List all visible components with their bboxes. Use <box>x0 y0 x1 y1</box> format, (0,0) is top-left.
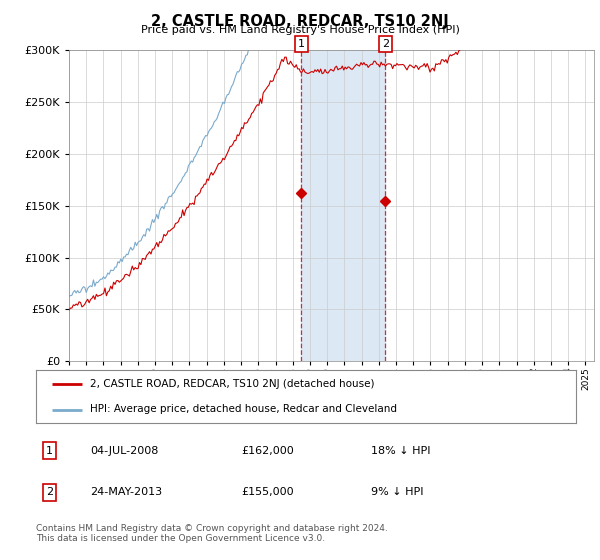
Text: 24-MAY-2013: 24-MAY-2013 <box>90 487 162 497</box>
Text: HPI: Average price, detached house, Redcar and Cleveland: HPI: Average price, detached house, Redc… <box>90 404 397 414</box>
Text: £155,000: £155,000 <box>241 487 294 497</box>
Text: Price paid vs. HM Land Registry's House Price Index (HPI): Price paid vs. HM Land Registry's House … <box>140 25 460 35</box>
Text: 18% ↓ HPI: 18% ↓ HPI <box>371 446 430 456</box>
Text: 1: 1 <box>298 39 305 49</box>
Text: £162,000: £162,000 <box>241 446 294 456</box>
Text: Contains HM Land Registry data © Crown copyright and database right 2024.
This d: Contains HM Land Registry data © Crown c… <box>36 524 388 543</box>
Text: 2: 2 <box>382 39 389 49</box>
Text: 2, CASTLE ROAD, REDCAR, TS10 2NJ (detached house): 2, CASTLE ROAD, REDCAR, TS10 2NJ (detach… <box>90 380 374 390</box>
Bar <box>301 50 385 361</box>
Text: 04-JUL-2008: 04-JUL-2008 <box>90 446 158 456</box>
Text: 2: 2 <box>46 487 53 497</box>
Text: 1: 1 <box>46 446 53 456</box>
Text: 2, CASTLE ROAD, REDCAR, TS10 2NJ: 2, CASTLE ROAD, REDCAR, TS10 2NJ <box>151 14 449 29</box>
Text: 9% ↓ HPI: 9% ↓ HPI <box>371 487 424 497</box>
